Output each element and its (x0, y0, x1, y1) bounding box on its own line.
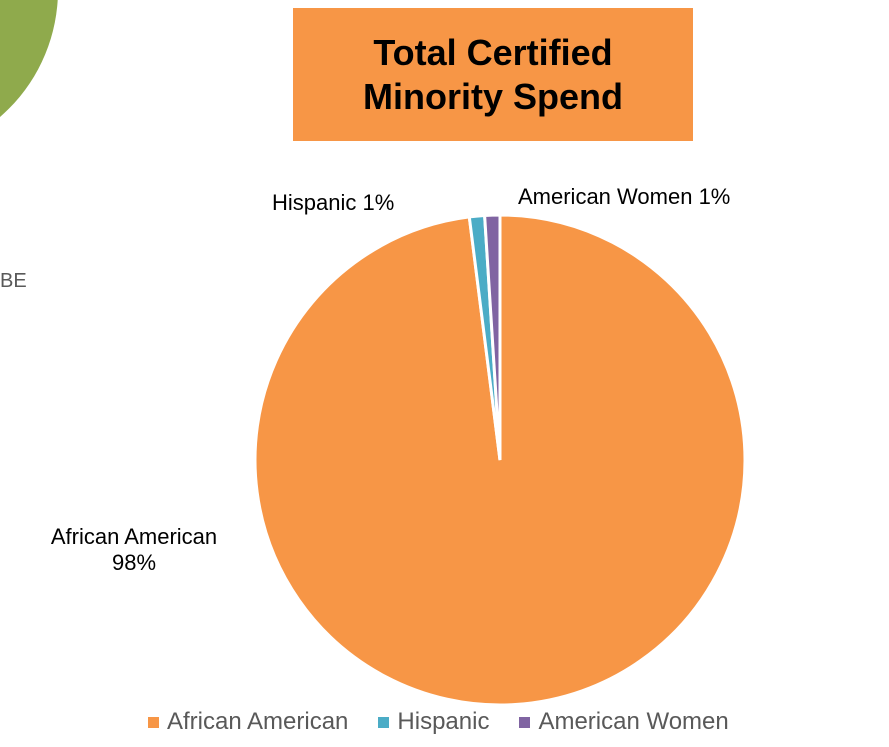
legend-swatch-american-women (519, 716, 531, 728)
legend-swatch-hispanic (378, 716, 390, 728)
legend-item-hispanic: Hispanic (378, 708, 489, 736)
data-label-african-american: African American 98% (22, 524, 246, 576)
legend-item-american-women: American Women (519, 708, 729, 736)
data-label-american-women-value: 1% (698, 184, 731, 209)
data-label-african-american-value: 98% (111, 550, 157, 575)
legend-label-american-women: American Women (538, 708, 729, 735)
legend-label-hispanic: Hispanic (397, 708, 490, 735)
data-label-hispanic-name: Hispanic (272, 190, 357, 215)
chart-title: Total Certified Minority Spend (363, 32, 623, 117)
data-label-american-women: American Women 1% (518, 184, 730, 210)
data-label-american-women-name: American Women (518, 184, 693, 209)
pie-slice-american-women (483, 213, 502, 461)
data-label-african-american-name: African American (50, 524, 218, 549)
chart-title-box: Total Certified Minority Spend (293, 8, 693, 141)
decorative-green-circle (0, 0, 58, 117)
legend-swatch-african-american (148, 716, 159, 728)
data-label-hispanic-value: 1% (362, 190, 395, 215)
data-label-hispanic: Hispanic 1% (272, 190, 394, 216)
truncated-side-text: BE (0, 270, 27, 292)
legend-label-african-american: African American (167, 708, 349, 735)
chart-legend: African American Hispanic American Women (148, 708, 729, 736)
legend-item-african-american: African American (148, 708, 348, 736)
